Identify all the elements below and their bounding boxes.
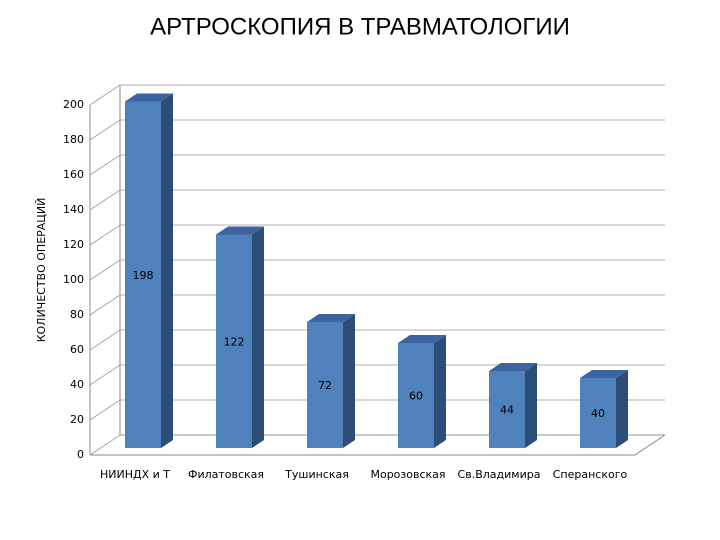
bar (489, 371, 525, 448)
bar-side (252, 226, 264, 448)
data-label: 44 (500, 404, 514, 417)
grid-line (89, 154, 665, 176)
y-tick-label: 180 (63, 133, 84, 146)
y-tick-label: 140 (63, 203, 84, 216)
y-tick-label: 0 (77, 448, 84, 461)
bar-top (489, 363, 537, 371)
grid-line (89, 259, 665, 281)
bar-top (580, 370, 628, 378)
bar (398, 343, 434, 448)
x-tick-label: Морозовская (370, 468, 445, 481)
y-tick-label: 60 (70, 343, 84, 356)
bar-side (161, 93, 173, 448)
bar-top (307, 314, 355, 322)
grid-line (89, 434, 665, 456)
bar-top (125, 93, 173, 102)
grid-line (89, 364, 665, 386)
x-tick-label: Св.Владимира (458, 468, 541, 481)
grid-line (89, 329, 665, 351)
grid-line (89, 224, 665, 246)
data-label: 72 (318, 379, 332, 392)
grid-line (89, 119, 665, 141)
bar (307, 322, 343, 448)
bar-side (525, 363, 537, 448)
data-label: 40 (591, 407, 605, 420)
y-tick-label: 40 (70, 378, 84, 391)
x-tick-label: Сперанского (553, 468, 628, 481)
data-label: 60 (409, 390, 423, 403)
y-tick-label: 200 (63, 98, 84, 111)
floor-right-line (634, 434, 666, 456)
grid-line (89, 189, 665, 211)
bar-side (434, 335, 446, 448)
bar (216, 234, 252, 448)
y-tick-label: 20 (70, 413, 84, 426)
grid-line (89, 399, 665, 421)
data-label: 122 (224, 335, 245, 348)
chart-title: АРТРОСКОПИЯ В ТРАВМАТОЛОГИИ (150, 13, 570, 40)
data-label: 198 (133, 269, 154, 282)
y-tick-label: 100 (63, 273, 84, 286)
bar-top (398, 335, 446, 343)
y-tick-label: 120 (63, 238, 84, 251)
bar (580, 378, 616, 448)
bar-top (216, 226, 264, 235)
bar (125, 101, 161, 448)
y-tick-label: 80 (70, 308, 84, 321)
bar-side (343, 314, 355, 448)
y-tick-label: 160 (63, 168, 84, 181)
x-tick-label: Тушинская (284, 468, 349, 481)
y-axis-label: КОЛИЧЕСТВО ОПЕРАЦИЙ (35, 198, 48, 343)
grid-line (89, 84, 665, 106)
x-tick-label: Филатовская (188, 468, 264, 481)
bar-side (616, 370, 628, 448)
grid-line (89, 294, 665, 316)
x-tick-label: НИИНДХ и Т (100, 468, 170, 481)
